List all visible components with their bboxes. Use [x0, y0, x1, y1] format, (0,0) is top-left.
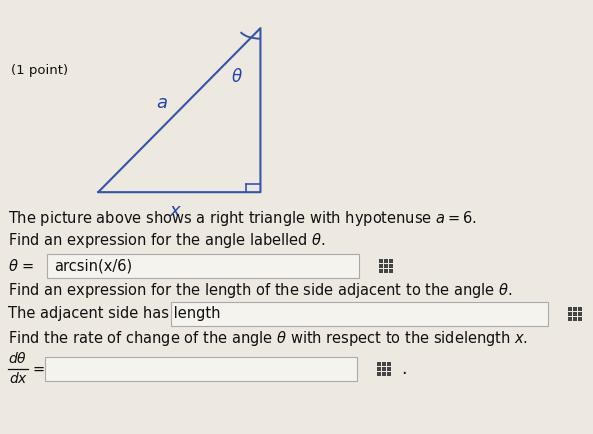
- FancyBboxPatch shape: [171, 302, 548, 326]
- Text: (1 point): (1 point): [11, 64, 68, 77]
- Text: x: x: [170, 202, 180, 220]
- Text: θ: θ: [232, 68, 242, 86]
- Text: The adjacent side has length: The adjacent side has length: [8, 306, 221, 321]
- Text: $d\theta$: $d\theta$: [8, 352, 27, 366]
- Text: Find an expression for the length of the side adjacent to the angle $\theta$.: Find an expression for the length of the…: [8, 281, 512, 300]
- Text: .: .: [401, 360, 406, 378]
- FancyBboxPatch shape: [47, 254, 359, 278]
- Text: The picture above shows a right triangle with hypotenuse $a = 6$.: The picture above shows a right triangle…: [8, 209, 477, 228]
- FancyBboxPatch shape: [45, 357, 357, 381]
- Text: Find the rate of change of the angle $\theta$ with respect to the sidelength $x$: Find the rate of change of the angle $\t…: [8, 329, 528, 349]
- Text: a: a: [157, 94, 168, 112]
- Text: $dx$: $dx$: [9, 372, 28, 386]
- Text: Find an expression for the angle labelled $\theta$.: Find an expression for the angle labelle…: [8, 231, 326, 250]
- Text: =: =: [32, 362, 44, 376]
- Text: $\theta$ =: $\theta$ =: [8, 258, 34, 274]
- Text: arcsin(x/6): arcsin(x/6): [54, 258, 132, 273]
